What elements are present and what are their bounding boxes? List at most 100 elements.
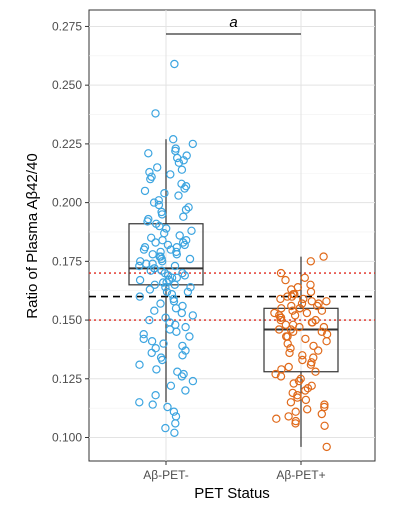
data-point (177, 165, 187, 174)
data-point (272, 414, 281, 423)
data-point (313, 301, 322, 311)
box (263, 307, 339, 373)
data-point (300, 273, 309, 282)
data-point (286, 344, 295, 353)
data-point (179, 156, 188, 165)
data-point (135, 275, 145, 285)
data-point (160, 188, 169, 198)
data-point (306, 360, 316, 369)
y-tick-label: 0.200 (52, 196, 82, 210)
data-point (161, 224, 171, 233)
data-point (171, 419, 180, 428)
data-point (181, 322, 190, 332)
data-point (281, 275, 290, 285)
data-point (140, 186, 150, 196)
data-point (276, 315, 285, 325)
data-point (322, 337, 331, 346)
data-point (289, 327, 298, 336)
data-point (184, 203, 193, 212)
data-point (166, 381, 176, 390)
data-point (276, 372, 286, 381)
data-point (178, 268, 187, 278)
data-point (289, 379, 298, 388)
data-point (287, 292, 297, 301)
data-point (154, 200, 164, 210)
data-point (290, 311, 300, 320)
data-point (157, 355, 167, 365)
data-point (188, 311, 197, 320)
data-point (162, 287, 172, 297)
data-point (185, 254, 195, 264)
data-point (276, 268, 286, 278)
data-point (146, 174, 155, 184)
data-point (317, 409, 326, 419)
data-point (147, 348, 156, 358)
y-tick-label: 0.150 (52, 313, 82, 327)
data-point (303, 384, 313, 393)
data-point (171, 304, 181, 313)
data-point (180, 271, 189, 280)
data-point (291, 407, 300, 416)
data-point (148, 400, 157, 409)
data-point (299, 294, 308, 304)
data-point (322, 297, 331, 306)
data-point (172, 250, 181, 259)
data-point (181, 205, 191, 214)
data-point (181, 181, 191, 191)
data-point (178, 351, 187, 360)
x-tick-label: Aβ-PET+ (276, 468, 325, 482)
data-point (294, 376, 304, 386)
y-tick-label: 0.275 (52, 19, 82, 33)
data-point (174, 158, 184, 167)
data-point (135, 360, 144, 369)
data-point (146, 233, 156, 242)
data-point (302, 308, 312, 318)
data-point (150, 280, 159, 289)
data-point (169, 407, 179, 416)
data-point (319, 252, 328, 261)
data-point (170, 59, 179, 69)
x-axis: Aβ-PET- Aβ-PET+ (143, 461, 326, 482)
y-tick-label: 0.100 (52, 431, 82, 445)
y-tick-label: 0.125 (52, 372, 82, 386)
data-point (270, 308, 279, 318)
data-point (309, 353, 318, 362)
data-point (320, 402, 329, 412)
data-point (301, 395, 311, 405)
data-point (311, 367, 320, 376)
y-tick-label: 0.175 (52, 254, 82, 268)
significance-label: a (229, 14, 237, 31)
data-point (151, 391, 160, 400)
data-point (320, 400, 329, 409)
data-point (298, 355, 307, 365)
data-point (181, 386, 190, 395)
y-tick-label: 0.225 (52, 137, 82, 151)
data-point (276, 294, 285, 304)
data-point (307, 318, 317, 327)
data-point (162, 278, 171, 287)
data-point (317, 306, 327, 315)
data-point (150, 306, 159, 315)
data-point (170, 428, 179, 437)
data-point (295, 322, 304, 332)
data-point (276, 313, 285, 322)
data-point (168, 134, 178, 144)
data-point (180, 240, 189, 250)
data-point (156, 299, 165, 308)
data-point (291, 419, 300, 428)
data-point (188, 139, 197, 149)
data-point (170, 280, 179, 289)
data-point (157, 210, 167, 219)
data-point (170, 261, 180, 271)
data-point (306, 287, 316, 297)
data-point (287, 301, 296, 311)
data-point (135, 398, 144, 407)
data-point (285, 348, 294, 358)
data-point (320, 421, 329, 430)
data-point (172, 327, 181, 336)
data-point (143, 217, 152, 226)
data-point (161, 313, 170, 322)
data-point (144, 149, 153, 158)
data-point (186, 283, 195, 292)
